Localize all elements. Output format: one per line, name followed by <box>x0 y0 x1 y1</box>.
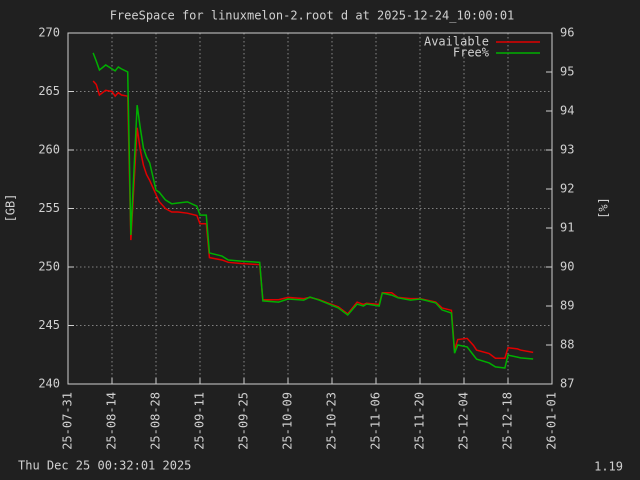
y-axis-label: [GB] <box>4 194 18 223</box>
y-tick-label: 265 <box>38 84 60 98</box>
chart-title: FreeSpace for linuxmelon-2.root d at 202… <box>110 9 515 23</box>
x-tick-label: 25-11-06 <box>369 392 383 450</box>
legend-label: Available <box>424 35 489 49</box>
legend-label: Free% <box>453 46 490 60</box>
series-line <box>92 80 534 360</box>
x-tick-label: 25-12-18 <box>501 392 515 450</box>
y-tick-label: 240 <box>38 377 60 391</box>
x-tick-label: 25-10-23 <box>325 392 339 450</box>
plot-border <box>67 32 553 385</box>
y2-tick-label: 95 <box>560 65 574 79</box>
y2-tick-label: 94 <box>560 104 574 118</box>
x-tick-label: 25-09-11 <box>193 392 207 450</box>
x-tick-label: 25-11-20 <box>413 392 427 450</box>
y2-tick-label: 96 <box>560 26 574 40</box>
y-tick-label: 245 <box>38 318 60 332</box>
version: 1.19 <box>594 460 623 474</box>
x-tick-label: 25-07-31 <box>61 392 75 450</box>
x-tick-label: 25-08-14 <box>105 392 119 450</box>
x-tick-label: 25-08-28 <box>149 392 163 450</box>
y2-tick-label: 93 <box>560 143 574 157</box>
y2-tick-label: 89 <box>560 299 574 313</box>
x-tick-label: 26-01-01 <box>545 392 559 450</box>
series-line <box>92 52 534 369</box>
y2-tick-label: 92 <box>560 182 574 196</box>
x-tick-label: 25-09-25 <box>237 392 251 450</box>
y2-tick-label: 87 <box>560 377 574 391</box>
x-tick-label: 25-10-09 <box>281 392 295 450</box>
y2-tick-label: 91 <box>560 221 574 235</box>
y-tick-label: 270 <box>38 26 60 40</box>
y2-tick-label: 88 <box>560 338 574 352</box>
y-tick-label: 255 <box>38 201 60 215</box>
x-tick-label: 25-12-04 <box>457 392 471 450</box>
y2-axis-label: [%] <box>597 197 611 219</box>
y2-tick-label: 90 <box>560 260 574 274</box>
y-tick-label: 260 <box>38 143 60 157</box>
timestamp: Thu Dec 25 00:32:01 2025 <box>18 459 191 473</box>
y-tick-label: 250 <box>38 260 60 274</box>
